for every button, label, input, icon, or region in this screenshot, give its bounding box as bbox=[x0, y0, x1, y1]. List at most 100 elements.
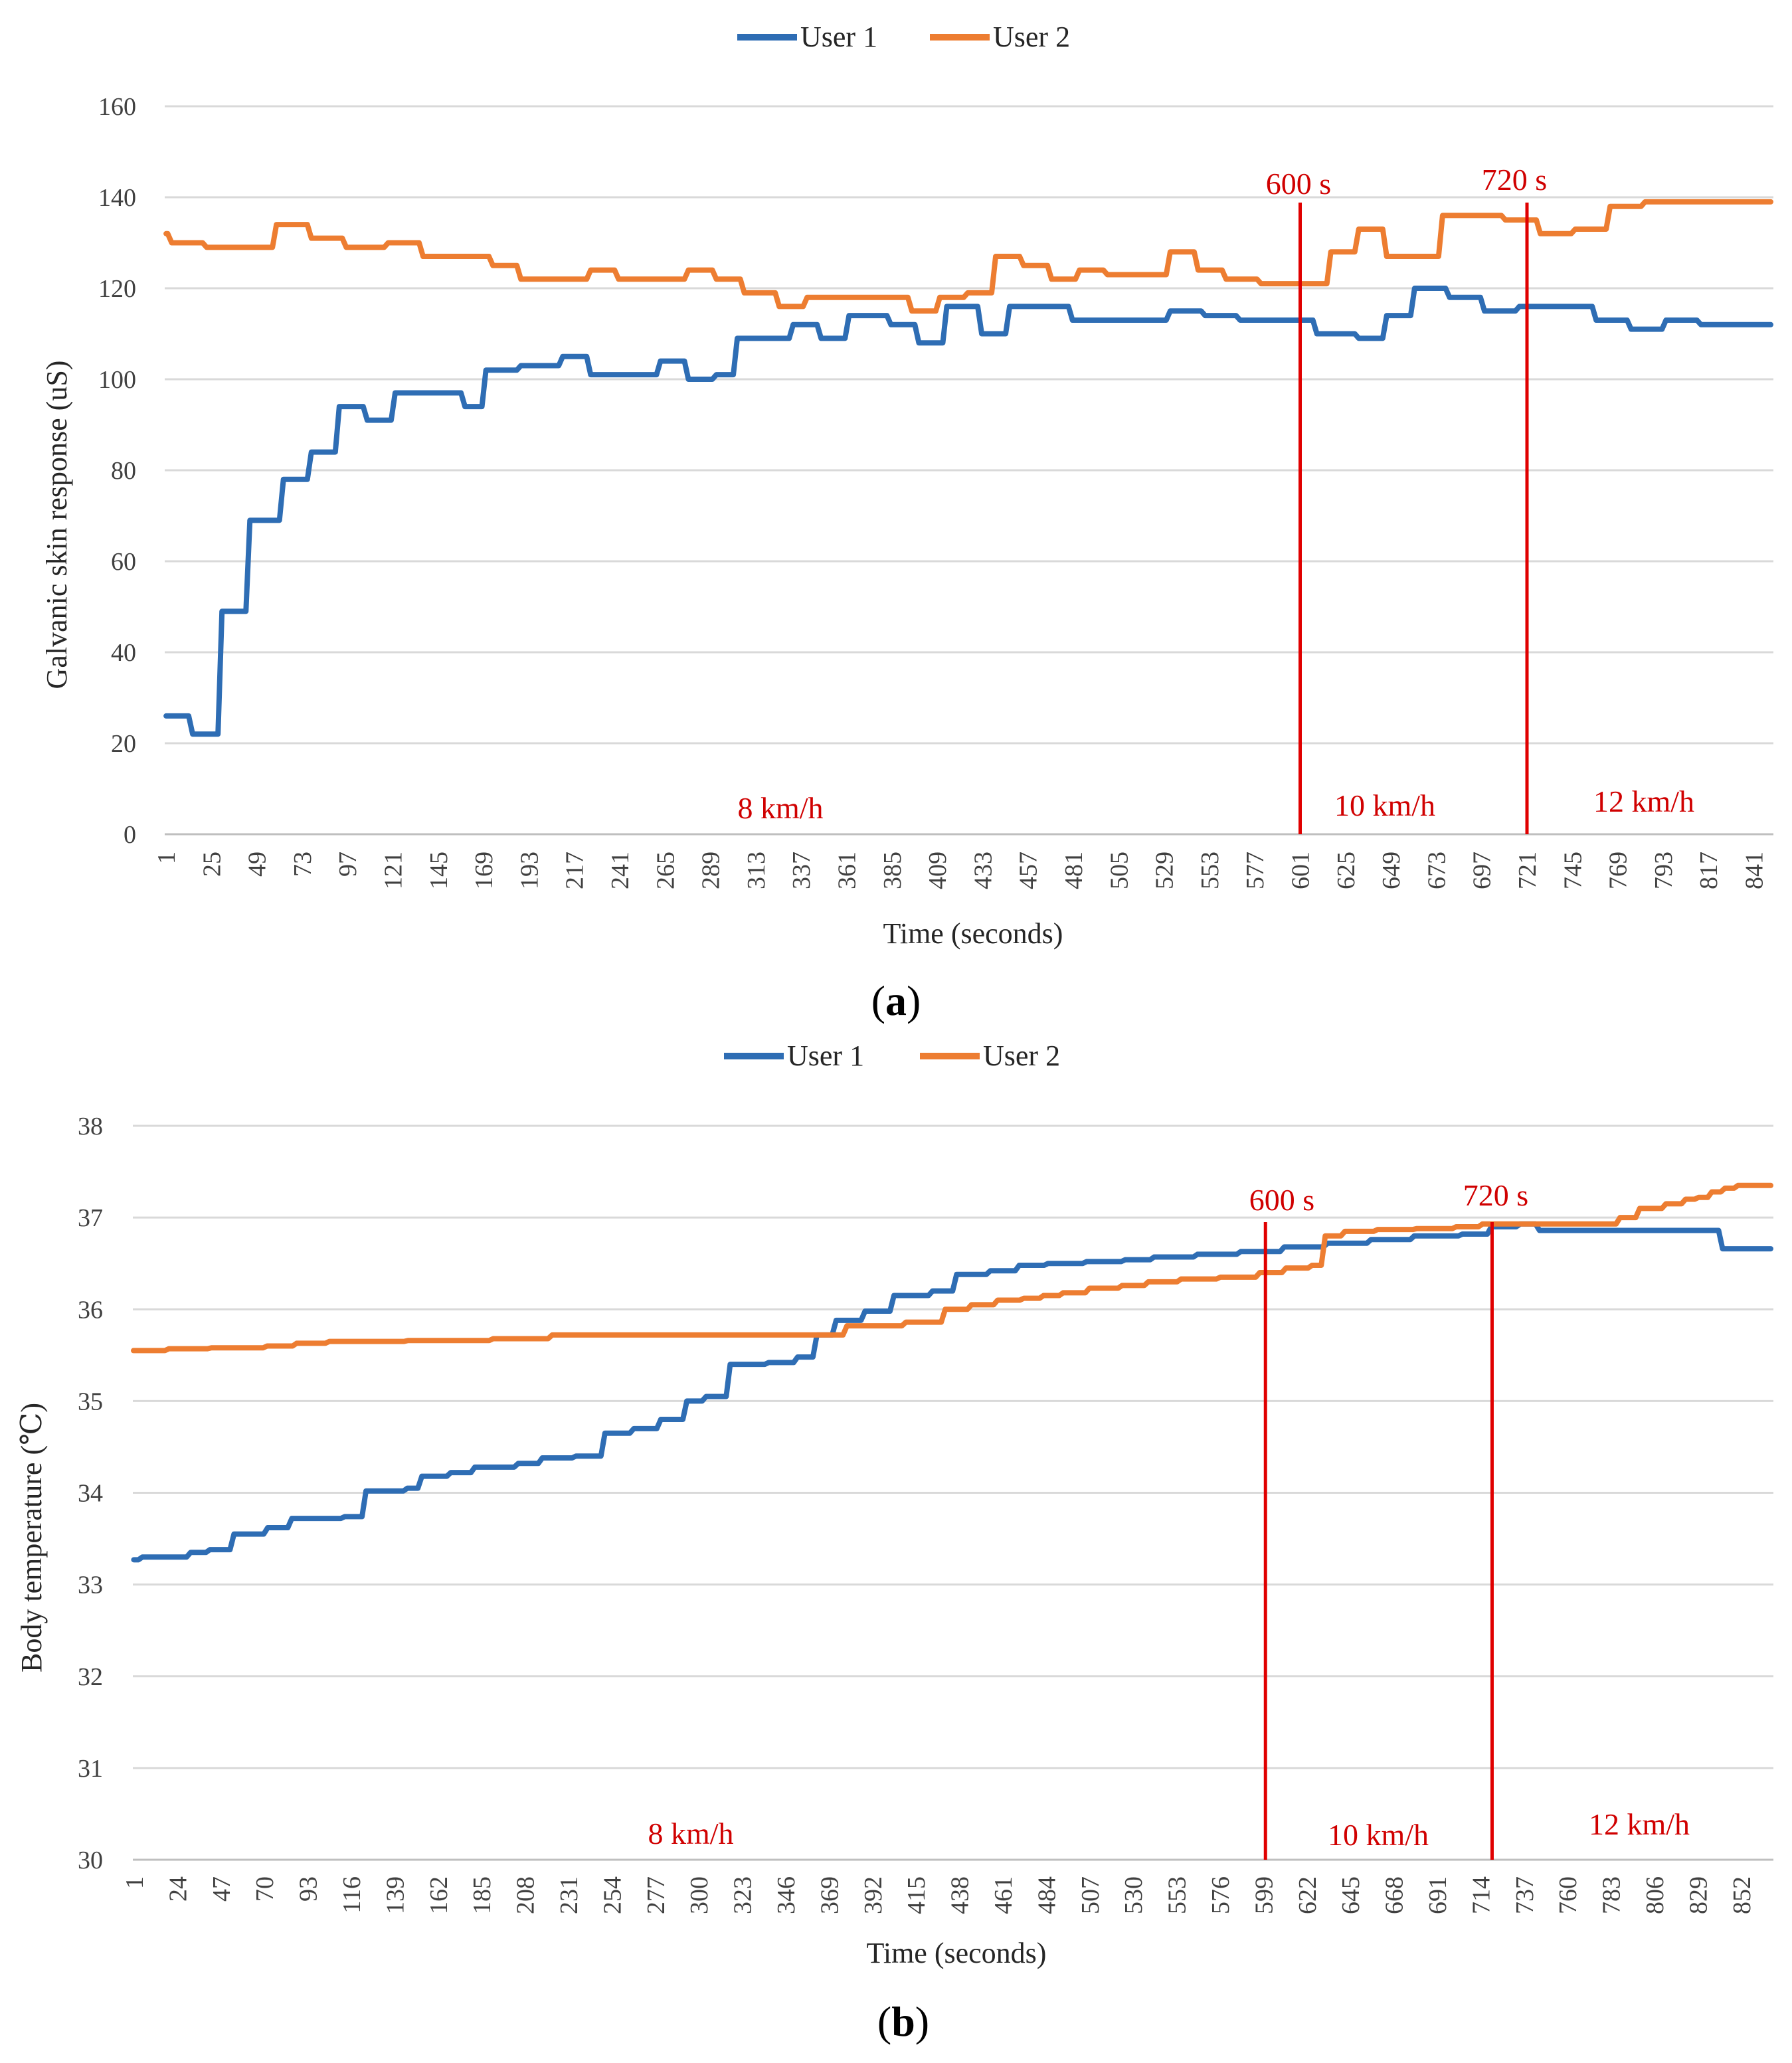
time-markers-b bbox=[1263, 1222, 1494, 1860]
x-tick-a-241: 241 bbox=[606, 852, 634, 889]
x-tick-b-852: 852 bbox=[1728, 1876, 1756, 1914]
legend-b-user2-label: User 2 bbox=[983, 1039, 1060, 1072]
y-tick-b-35: 35 bbox=[78, 1388, 103, 1415]
x-tick-a-769: 769 bbox=[1605, 852, 1633, 889]
x-tick-a-361: 361 bbox=[834, 852, 861, 889]
x-tick-a-553: 553 bbox=[1196, 852, 1224, 889]
x-tick-a-145: 145 bbox=[425, 852, 453, 889]
series-a-user2-line bbox=[163, 199, 1773, 314]
x-tick-a-505: 505 bbox=[1105, 852, 1133, 889]
region-a-10kmh: 10 km/h bbox=[1334, 788, 1435, 822]
x-tick-a-745: 745 bbox=[1559, 852, 1587, 889]
x-tick-b-277: 277 bbox=[642, 1876, 670, 1914]
x-tick-a-169: 169 bbox=[470, 852, 498, 889]
x-tick-b-760: 760 bbox=[1554, 1876, 1582, 1914]
x-tick-b-162: 162 bbox=[425, 1876, 453, 1914]
x-tick-b-783: 783 bbox=[1598, 1876, 1626, 1914]
x-tick-a-457: 457 bbox=[1015, 852, 1043, 889]
x-tick-b-737: 737 bbox=[1511, 1876, 1539, 1914]
x-tick-b-93: 93 bbox=[295, 1876, 323, 1902]
legend-b-user1-label: User 1 bbox=[787, 1039, 864, 1072]
legend-b: User 1 User 2 bbox=[724, 1039, 1060, 1072]
chart-a: User 1 User 2 0 20 40 60 80 100 120 140 160 1 25 4… bbox=[41, 21, 1773, 1024]
time-markers-a bbox=[1299, 203, 1529, 834]
x-tick-a-49: 49 bbox=[244, 852, 272, 877]
x-tick-b-24: 24 bbox=[164, 1876, 192, 1902]
y-tick-a-40: 40 bbox=[111, 639, 136, 667]
y-tick-a-20: 20 bbox=[111, 730, 136, 758]
x-tick-b-599: 599 bbox=[1250, 1876, 1278, 1914]
panel-label-b-letter: b bbox=[891, 1998, 915, 2045]
y-tick-a-160: 160 bbox=[98, 93, 136, 121]
y-tick-b-38: 38 bbox=[78, 1113, 103, 1140]
x-tick-a-217: 217 bbox=[561, 852, 589, 889]
x-tick-a-841: 841 bbox=[1741, 852, 1769, 889]
x-tick-a-289: 289 bbox=[697, 852, 725, 889]
x-tick-b-185: 185 bbox=[468, 1876, 496, 1914]
x-tick-a-313: 313 bbox=[743, 852, 770, 889]
x-tick-b-300: 300 bbox=[685, 1876, 713, 1914]
x-tick-a-433: 433 bbox=[969, 852, 997, 889]
x-tick-b-70: 70 bbox=[251, 1876, 279, 1902]
x-tick-b-415: 415 bbox=[903, 1876, 931, 1914]
x-tick-b-806: 806 bbox=[1641, 1876, 1669, 1914]
x-tick-a-97: 97 bbox=[334, 852, 362, 877]
series-b-user1-line bbox=[131, 1221, 1773, 1563]
x-tick-b-553: 553 bbox=[1164, 1876, 1192, 1914]
y-tick-a-0: 0 bbox=[124, 821, 136, 849]
y-tick-b-36: 36 bbox=[78, 1296, 103, 1324]
x-tick-b-645: 645 bbox=[1337, 1876, 1365, 1914]
legend-a-user2-label: User 2 bbox=[993, 21, 1070, 53]
y-tick-labels-b: 30 31 32 33 34 35 36 37 38 bbox=[78, 1113, 103, 1874]
region-a-12kmh: 12 km/h bbox=[1593, 784, 1694, 818]
x-tick-b-714: 714 bbox=[1467, 1876, 1495, 1914]
gridlines-b bbox=[133, 1124, 1773, 1861]
x-tick-a-1: 1 bbox=[153, 852, 181, 864]
y-axis-title-b: Body temperature (℃) bbox=[15, 1403, 48, 1672]
x-tick-a-121: 121 bbox=[380, 852, 408, 889]
region-b-8kmh: 8 km/h bbox=[648, 1817, 733, 1850]
gridlines-a bbox=[165, 105, 1773, 836]
x-tick-a-385: 385 bbox=[879, 852, 907, 889]
y-tick-a-80: 80 bbox=[111, 457, 136, 485]
annotation-b-720s: 720 s bbox=[1463, 1178, 1528, 1212]
x-tick-b-116: 116 bbox=[338, 1876, 366, 1914]
x-tick-b-323: 323 bbox=[729, 1876, 757, 1914]
y-tick-b-37: 37 bbox=[78, 1204, 103, 1232]
series-a bbox=[163, 199, 1773, 737]
x-tick-b-829: 829 bbox=[1684, 1876, 1712, 1914]
x-tick-a-601: 601 bbox=[1287, 852, 1315, 889]
panel-label-a: (a) bbox=[871, 977, 921, 1024]
y-tick-b-33: 33 bbox=[78, 1571, 103, 1599]
x-tick-b-1: 1 bbox=[121, 1876, 149, 1889]
x-tick-labels-a: 1 25 49 73 97 121 145 169 193 217 241 265 289 313 337 3… bbox=[153, 852, 1769, 889]
y-tick-a-120: 120 bbox=[98, 275, 136, 303]
panel-label-b: (b) bbox=[877, 1998, 929, 2045]
x-tick-a-193: 193 bbox=[515, 852, 543, 889]
annotation-b-600s: 600 s bbox=[1249, 1183, 1314, 1217]
x-tick-a-721: 721 bbox=[1514, 852, 1542, 889]
y-tick-a-100: 100 bbox=[98, 366, 136, 394]
x-tick-b-346: 346 bbox=[772, 1876, 800, 1914]
x-tick-a-265: 265 bbox=[652, 852, 679, 889]
y-tick-labels-a: 0 20 40 60 80 100 120 140 160 bbox=[98, 93, 136, 849]
x-tick-b-208: 208 bbox=[512, 1876, 540, 1914]
x-tick-a-481: 481 bbox=[1060, 852, 1088, 889]
x-tick-b-461: 461 bbox=[990, 1876, 1018, 1914]
legend-a: User 1 User 2 bbox=[737, 21, 1070, 53]
series-a-user1-line bbox=[163, 286, 1773, 737]
x-tick-a-73: 73 bbox=[289, 852, 317, 877]
y-tick-a-60: 60 bbox=[111, 548, 136, 576]
x-tick-b-622: 622 bbox=[1294, 1876, 1322, 1914]
legend-a-user1-label: User 1 bbox=[800, 21, 877, 53]
x-tick-b-530: 530 bbox=[1120, 1876, 1148, 1914]
region-a-8kmh: 8 km/h bbox=[737, 791, 823, 825]
x-tick-b-254: 254 bbox=[598, 1876, 626, 1914]
region-b-12kmh: 12 km/h bbox=[1589, 1807, 1690, 1841]
panel-label-a-letter: a bbox=[885, 977, 907, 1024]
x-tick-a-649: 649 bbox=[1378, 852, 1405, 889]
x-tick-a-817: 817 bbox=[1695, 852, 1723, 889]
x-tick-a-793: 793 bbox=[1650, 852, 1678, 889]
x-tick-a-25: 25 bbox=[198, 852, 226, 877]
